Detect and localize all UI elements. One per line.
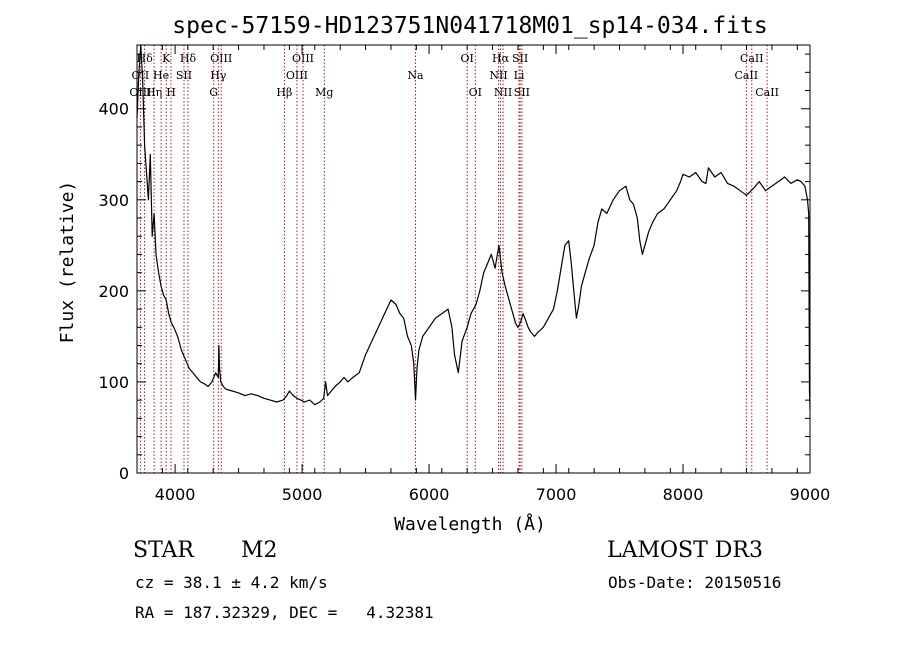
line-label: He	[153, 69, 169, 82]
y-tick-label: 100	[98, 373, 129, 392]
line-label: SII	[176, 69, 192, 82]
line-label: Hδ	[180, 52, 197, 65]
spectral-subclass: M2	[241, 538, 278, 563]
x-tick-label: 4000	[155, 485, 196, 504]
y-axis-label: Flux (relative)	[57, 181, 78, 344]
line-label: Hα	[492, 52, 510, 65]
line-label: SII	[512, 52, 528, 65]
y-tick-label: 400	[98, 100, 129, 119]
line-label: OIII	[286, 69, 308, 82]
line-label: NII	[489, 69, 507, 82]
line-label: K	[162, 52, 171, 65]
line-label: H	[166, 86, 176, 99]
survey-name: LAMOST DR3	[607, 538, 763, 563]
line-label: OIII	[210, 52, 232, 65]
line-label: Na	[407, 69, 424, 82]
line-label: NII	[494, 86, 512, 99]
y-tick-label: 200	[98, 282, 129, 301]
y-tick-label: 300	[98, 191, 129, 210]
x-tick-label: 9000	[790, 485, 831, 504]
line-label: Li	[514, 69, 525, 82]
observation-date: Obs-Date: 20150516	[608, 573, 782, 592]
line-label: OIII	[292, 52, 314, 65]
plot-frame	[136, 44, 811, 474]
spectrum-line	[136, 44, 811, 410]
emission-line-markers	[139, 45, 768, 473]
line-label: OI	[461, 52, 474, 65]
object-class: STAR	[133, 538, 194, 563]
x-tick-label: 5000	[282, 485, 323, 504]
line-label: OII	[132, 69, 150, 82]
x-tick-label: 6000	[409, 485, 450, 504]
redshift-value: cz = 38.1 ± 4.2 km/s	[135, 573, 328, 592]
line-label: Hβ	[276, 86, 292, 99]
x-axis-label: Wavelength (Å)	[394, 513, 546, 535]
line-label: G	[209, 86, 218, 99]
y-tick-label: 0	[119, 464, 129, 483]
coordinates: RA = 187.32329, DEC = 4.32381	[135, 603, 434, 622]
axis-ticks: 4000 5000 6000 7000 8000 9000 0 100 200 300 400	[98, 45, 830, 504]
x-tick-label: 7000	[536, 485, 577, 504]
line-label: CaII	[734, 69, 758, 82]
line-label: OIII	[129, 86, 151, 99]
line-label: CaII	[755, 86, 779, 99]
chart-title: spec-57159-HD123751N041718M01_sp14-034.f…	[172, 13, 767, 39]
line-label: CaII	[740, 52, 764, 65]
line-label: Hη	[146, 86, 162, 99]
x-tick-label: 8000	[663, 485, 704, 504]
line-label: Hγ	[210, 69, 227, 82]
line-label: OI	[469, 86, 482, 99]
line-label: Mg	[315, 86, 333, 99]
line-label: SII	[514, 86, 530, 99]
